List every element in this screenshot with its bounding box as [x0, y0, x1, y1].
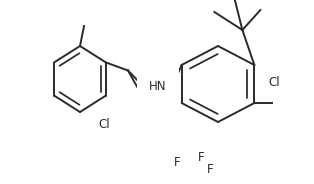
Text: F: F	[198, 151, 205, 164]
Text: F: F	[207, 163, 213, 176]
Text: HN: HN	[149, 81, 167, 93]
Text: F: F	[174, 156, 180, 169]
Text: Cl: Cl	[98, 118, 110, 131]
Text: Cl: Cl	[268, 77, 280, 89]
